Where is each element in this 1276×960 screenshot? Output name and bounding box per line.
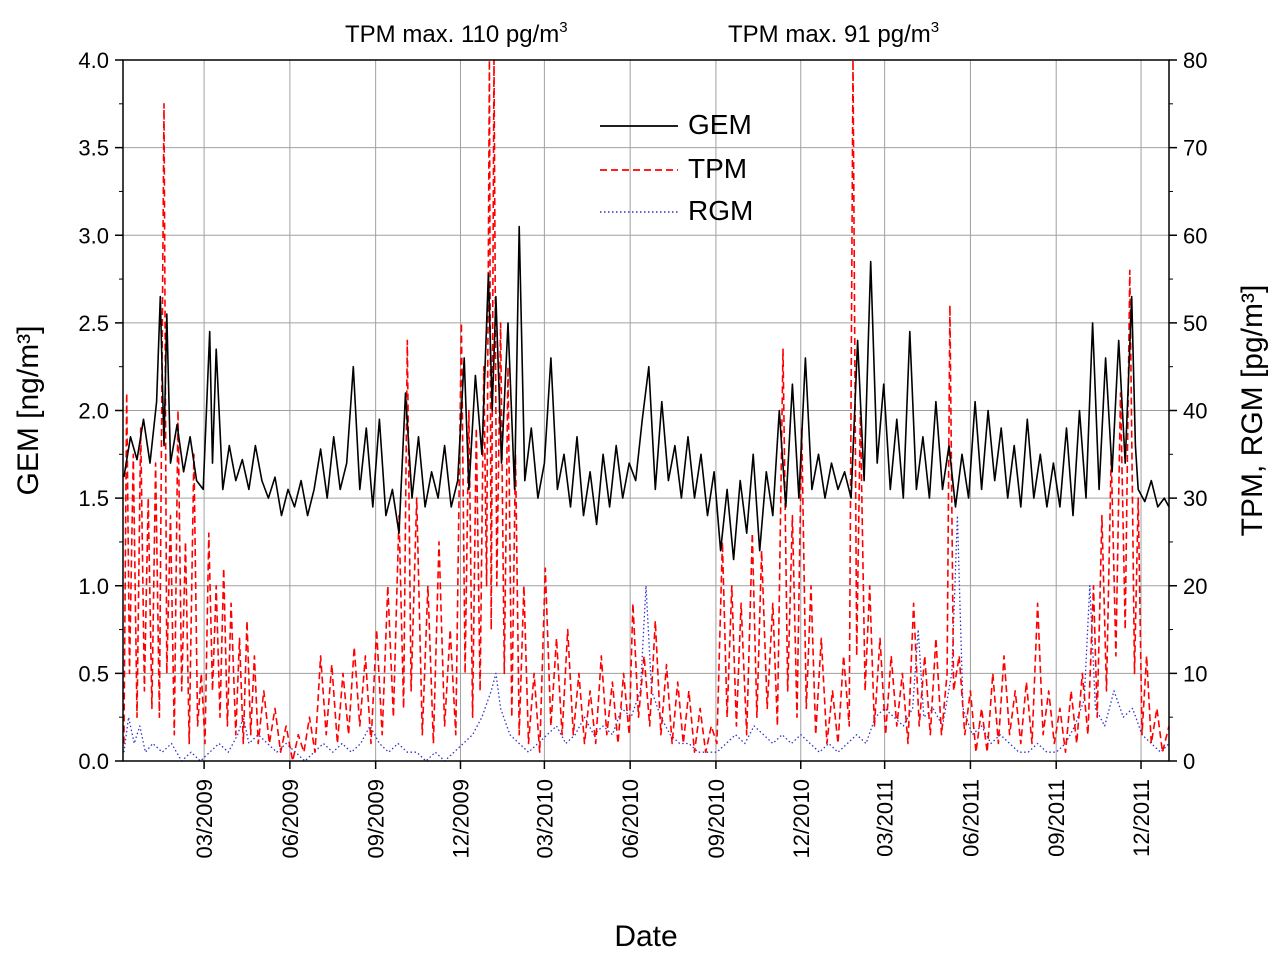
y-left-tick-label: 2.0 — [78, 399, 109, 424]
x-tick-label: 03/2010 — [532, 779, 557, 859]
x-tick-label: 09/2011 — [1044, 779, 1069, 857]
grid — [123, 60, 1169, 761]
y-right-tick-label: 20 — [1183, 574, 1207, 599]
series-line-tpm — [123, 59, 1170, 762]
y-right-tick-label: 60 — [1183, 223, 1207, 248]
x-tick-label: 03/2009 — [192, 779, 217, 859]
y-left-tick-label: 1.0 — [78, 574, 109, 599]
y-right-tick-label: 50 — [1183, 311, 1207, 336]
y-right-tick-label: 0 — [1183, 749, 1195, 774]
annotation-tpm-max-91: TPM max. 91 pg/m3 — [728, 19, 939, 48]
y-left-tick-label: 1.5 — [78, 486, 109, 511]
annotation-tpm-max-110: TPM max. 110 pg/m3 — [345, 19, 568, 48]
y-axis-right-title: TPM, RGM [pg/m³] — [1236, 285, 1269, 537]
series-layer — [123, 59, 1170, 762]
x-axis-title: Date — [614, 920, 677, 953]
y-right-tick-label: 70 — [1183, 136, 1207, 161]
y-left-tick-label: 3.5 — [78, 136, 109, 161]
y-right-tick-label: 40 — [1183, 399, 1207, 424]
series-line-rgm — [123, 514, 1170, 762]
y-right-tick-label: 10 — [1183, 661, 1207, 686]
x-tick-label: 09/2009 — [364, 779, 389, 859]
legend: GEM TPM RGM — [600, 109, 753, 226]
axis-labels: 0.0 0 0.5 10 1.0 20 1.5 30 2.0 40 2.5 50 3.0 60 3.5 70 4… — [78, 48, 1207, 859]
y-left-tick-label: 2.5 — [78, 311, 109, 336]
legend-label-gem: GEM — [688, 109, 752, 140]
x-tick-label: 06/2010 — [618, 779, 643, 859]
x-tick-label: 12/2011 — [1129, 779, 1154, 857]
y-right-tick-label: 80 — [1183, 48, 1207, 73]
x-tick-label: 12/2010 — [789, 779, 814, 859]
y-left-tick-label: 4.0 — [78, 48, 109, 73]
x-tick-label: 06/2009 — [278, 779, 303, 859]
series-line-gem — [123, 225, 1170, 561]
x-tick-label: 12/2009 — [448, 779, 473, 859]
x-tick-label: 06/2011 — [958, 779, 983, 857]
axis-ticks — [115, 59, 1177, 769]
x-tick-label: 09/2010 — [704, 779, 729, 859]
y-left-tick-label: 0.0 — [78, 749, 109, 774]
legend-label-tpm: TPM — [688, 153, 747, 184]
y-left-tick-label: 0.5 — [78, 661, 109, 686]
y-left-tick-label: 3.0 — [78, 223, 109, 248]
x-tick-label: 03/2011 — [873, 779, 898, 857]
y-axis-left-title: GEM [ng/m³] — [12, 325, 45, 495]
y-right-tick-label: 30 — [1183, 486, 1207, 511]
legend-label-rgm: RGM — [688, 195, 753, 226]
